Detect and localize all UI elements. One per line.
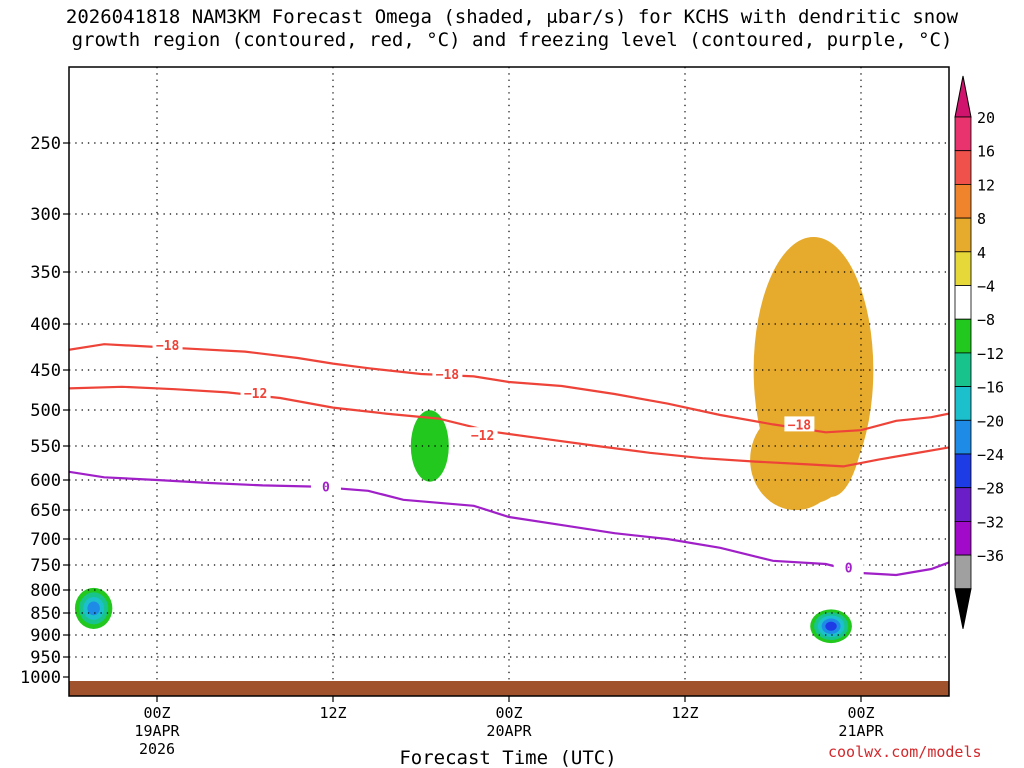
x-tick-label-3: 12Z	[671, 704, 698, 722]
y-tick-label-350: 350	[30, 263, 61, 283]
y-tick-label-550: 550	[30, 437, 61, 457]
colorbar-label-2: 12	[977, 176, 995, 194]
colorbar-label-6: −8	[977, 311, 995, 329]
omega-shade-sinking-upper-0	[542, 175, 564, 253]
colorbar-swatch-8	[954, 386, 972, 421]
y-tick-label-850: 850	[30, 604, 61, 624]
contour-label-6: 0	[845, 562, 853, 577]
y-axis: 2503003504004505005506006507007508008509…	[20, 134, 69, 688]
y-tick-label-950: 950	[30, 648, 61, 668]
contour-label-4: −12	[471, 429, 494, 444]
colorbar-swatch-9	[954, 419, 972, 455]
colorbar: 20 16 12 8 4 −4 −8 −12 −16 −20 −24 −28 −32 −36	[954, 75, 1004, 629]
colorbar-label-3: 8	[977, 210, 986, 228]
y-tick-label-450: 450	[30, 361, 61, 381]
x-tick-date-0: 19APR	[134, 722, 180, 740]
omega-shade-sinking-lowlevel-right-5	[825, 621, 837, 631]
colorbar-bottom-arrow	[954, 588, 972, 629]
plot-area: −18 −18 −18 −12 −12 0 0	[68, 66, 950, 697]
colorbar-top-arrow	[954, 75, 972, 118]
x-axis-label: Forecast Time (UTC)	[399, 747, 616, 768]
contour-label-bg-3	[240, 385, 271, 401]
contour-isotherm-minus-18	[69, 343, 949, 434]
colorbar-label-5: −4	[977, 278, 995, 296]
colorbar-swatch-10	[954, 453, 972, 489]
contour-label-bg-1	[432, 366, 463, 381]
x-tick-date-4: 21APR	[838, 722, 884, 740]
colorbar-label-1: 16	[977, 143, 995, 161]
omega-shade-sinking-midlevel-1	[410, 410, 449, 482]
y-tick-label-300: 300	[30, 205, 61, 225]
y-tick-label-700: 700	[30, 530, 61, 550]
x-tick-label-4: 00Z	[847, 704, 874, 722]
colorbar-swatch-12	[954, 521, 972, 556]
colorbar-swatch-5	[954, 285, 972, 320]
contour-label-bg-2	[784, 416, 815, 432]
colorbar-swatch-11	[954, 487, 972, 522]
contour-label-3: −12	[244, 387, 267, 402]
y-tick-label-1000: 1000	[20, 668, 61, 688]
y-tick-label-500: 500	[30, 401, 61, 421]
omega-shade-upward-motion-lower-0	[750, 409, 842, 511]
title-line-2: growth region (contoured, red, °C) and f…	[71, 29, 953, 51]
colorbar-swatch-13	[954, 554, 972, 590]
x-tick-date-2: 20APR	[486, 722, 532, 740]
temperature-contours: −18 −18 −18 −12 −12 0 0	[69, 337, 949, 577]
contour-label-bg-5	[310, 478, 341, 494]
contour-isotherm-minus-12	[69, 385, 949, 468]
colorbar-label-8: −16	[977, 379, 1004, 397]
x-tick-label-2: 00Z	[495, 704, 522, 722]
colorbar-label-9: −20	[977, 412, 1004, 430]
contour-label-1: −18	[436, 368, 460, 383]
contour-label-bg-0	[152, 337, 183, 353]
x-tick-label-1: 12Z	[319, 704, 346, 722]
contour-label-5: 0	[322, 481, 330, 496]
colorbar-swatch-6	[954, 318, 972, 354]
y-tick-label-800: 800	[30, 581, 61, 601]
colorbar-swatch-3	[954, 217, 972, 253]
contour-label-bg-4	[467, 427, 498, 443]
colorbar-label-13: −36	[977, 547, 1004, 565]
colorbar-label-4: 4	[977, 244, 986, 262]
y-tick-label-750: 750	[30, 556, 61, 576]
colorbar-label-11: −28	[977, 480, 1004, 498]
source-credit: coolwx.com/models	[828, 743, 982, 761]
chart-title: 2026041818 NAM3KM Forecast Omega (shaded…	[0, 6, 1024, 52]
contour-label-2: −18	[788, 418, 812, 433]
colorbar-swatch-1	[954, 150, 972, 185]
x-tick-year-0: 2026	[139, 740, 175, 758]
colorbar-swatch-7	[954, 352, 972, 387]
y-tick-label-650: 650	[30, 501, 61, 521]
terrain-ground-bar	[69, 681, 949, 696]
colorbar-swatch-4	[954, 251, 972, 286]
colorbar-label-0: 20	[977, 109, 995, 127]
y-tick-label-900: 900	[30, 626, 61, 646]
colorbar-label-12: −32	[977, 513, 1004, 531]
y-tick-label-250: 250	[30, 134, 61, 154]
colorbar-swatch-2	[954, 183, 972, 219]
colorbar-label-7: −12	[977, 345, 1004, 363]
colorbar-swatch-0	[954, 116, 972, 152]
colorbar-label-10: −24	[977, 446, 1004, 464]
y-tick-label-600: 600	[30, 471, 61, 491]
omega-shade-sinking-lowlevel-left-4	[87, 601, 100, 616]
contour-label-0: −18	[156, 339, 180, 354]
gridlines	[69, 67, 949, 696]
title-line-1: 2026041818 NAM3KM Forecast Omega (shaded…	[65, 6, 959, 28]
y-tick-label-400: 400	[30, 315, 61, 335]
contour-label-bg-6	[833, 559, 864, 575]
x-tick-label-0: 00Z	[143, 704, 170, 722]
